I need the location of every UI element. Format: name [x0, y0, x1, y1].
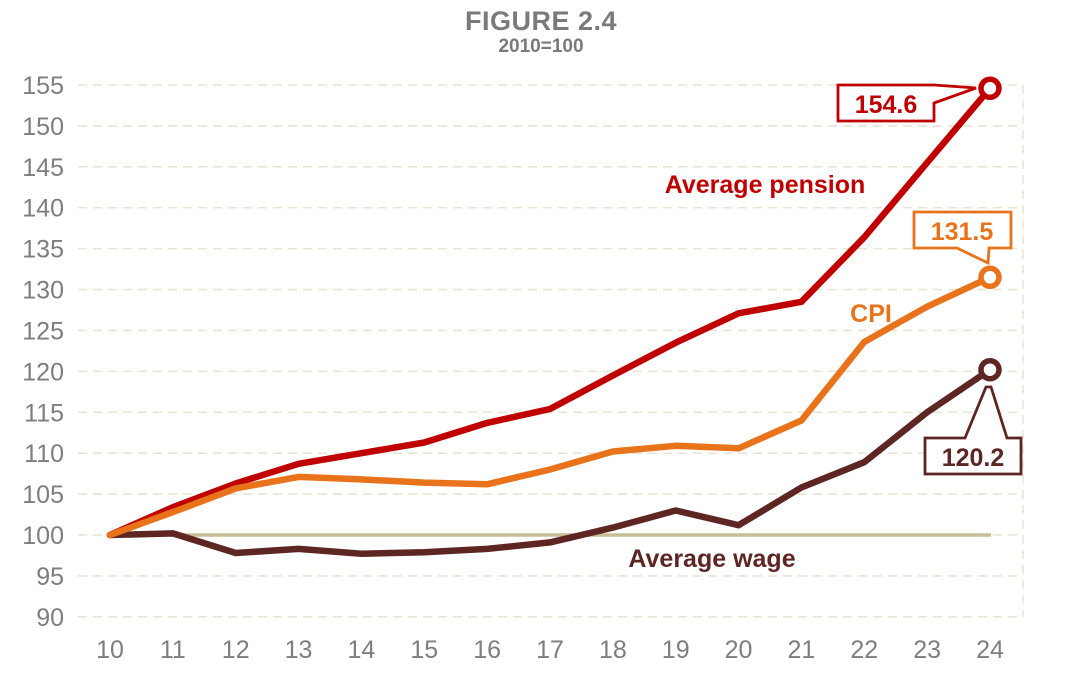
series-label-cpi: CPI: [850, 300, 892, 328]
x-axis-label-12: 12: [222, 636, 250, 664]
x-axis-label-22: 22: [850, 636, 878, 664]
series-end-value-average-wage: 120.2: [942, 444, 1005, 472]
x-axis-label-20: 20: [725, 636, 753, 664]
series-label-average-pension: Average pension: [665, 171, 866, 199]
y-axis-label-95: 95: [36, 563, 64, 591]
x-axis-label-15: 15: [410, 636, 438, 664]
series-callout-box-average-wage: [923, 385, 1023, 476]
series-end-marker-average-pension: [978, 76, 1002, 101]
series-line-average-wage: [106, 366, 994, 558]
x-axis-label-17: 17: [536, 636, 564, 664]
y-axis-label-140: 140: [22, 195, 64, 223]
y-axis-label-150: 150: [22, 113, 64, 141]
x-axis-label-13: 13: [285, 636, 313, 664]
x-axis-label-24: 24: [976, 636, 1004, 664]
series-line-cpi: [106, 274, 994, 539]
y-axis-label-125: 125: [22, 317, 64, 345]
series-end-marker-average-wage: [978, 357, 1002, 382]
y-axis-label-115: 115: [24, 399, 64, 427]
series-label-average-wage: Average wage: [628, 545, 795, 573]
x-axis-label-21: 21: [788, 636, 816, 664]
y-axis-label-105: 105: [22, 481, 64, 509]
y-axis-label-135: 135: [22, 236, 64, 264]
y-axis-label-90: 90: [36, 604, 64, 632]
x-axis-label-16: 16: [473, 636, 501, 664]
series-end-value-average-pension: 154.6: [855, 91, 918, 119]
x-axis-label-10: 10: [96, 636, 124, 664]
series-callout-box-cpi: [912, 210, 1013, 266]
x-axis-label-11: 11: [160, 636, 186, 664]
x-axis-label-23: 23: [913, 636, 941, 664]
y-axis-label-145: 145: [22, 154, 64, 182]
y-axis-label-100: 100: [22, 522, 64, 550]
series-line-average-pension: [106, 85, 994, 539]
x-axis-label-18: 18: [599, 636, 627, 664]
y-axis-label-120: 120: [22, 358, 64, 386]
y-axis-label-155: 155: [22, 72, 64, 100]
x-axis-label-19: 19: [662, 636, 690, 664]
x-axis-label-14: 14: [348, 636, 376, 664]
series-end-marker-cpi: [978, 265, 1002, 290]
series-callout-box-average-pension: [836, 83, 977, 123]
y-axis-label-110: 110: [24, 440, 64, 468]
y-axis-label-130: 130: [22, 277, 64, 305]
series-end-value-cpi: 131.5: [931, 218, 994, 246]
